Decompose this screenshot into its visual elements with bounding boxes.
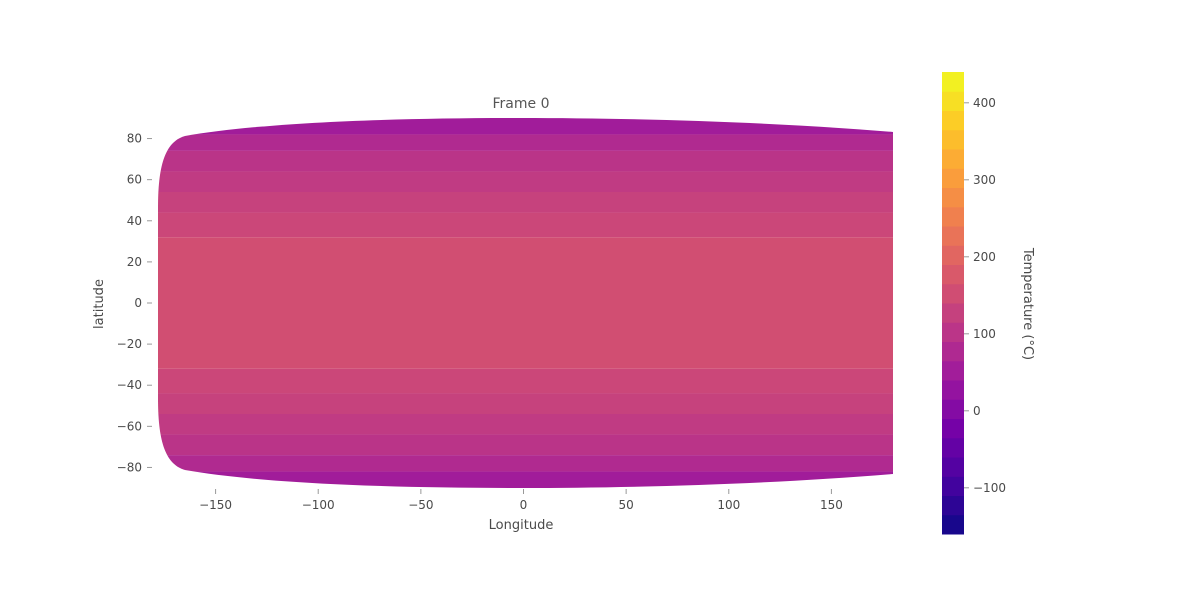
heatmap-band <box>158 434 893 456</box>
colorbar-step <box>942 226 964 246</box>
colorbar-step <box>942 283 964 304</box>
colorbar-tick-label: 400 <box>973 96 996 110</box>
colorbar-step <box>942 110 964 131</box>
x-axis-label: Longitude <box>489 518 554 533</box>
y-tick-label: 60 <box>127 173 142 187</box>
heatmap-band <box>158 118 893 135</box>
x-tick-label: −150 <box>199 498 232 512</box>
y-axis-label: latitude <box>92 279 107 329</box>
colorbar-tick-label: 300 <box>973 173 996 187</box>
colorbar-step <box>942 360 964 381</box>
x-axis: −150 −100 −50 0 50 100 150 <box>199 489 843 512</box>
y-tick-label: 80 <box>127 132 142 146</box>
colorbar-step <box>942 129 964 150</box>
x-tick-label: 0 <box>520 498 528 512</box>
y-tick-label: −40 <box>117 378 142 392</box>
heatmap-band <box>158 192 893 213</box>
heatmap-band <box>158 237 893 369</box>
x-tick-label: −100 <box>302 498 335 512</box>
colorbar-tick-label: −100 <box>973 481 1006 495</box>
colorbar-step <box>942 476 964 496</box>
heatmap-band <box>158 393 893 414</box>
colorbar-step <box>942 206 964 227</box>
heatmap-band <box>158 134 893 151</box>
colorbar-step <box>942 245 964 265</box>
x-tick-label: 150 <box>820 498 843 512</box>
y-tick-label: 0 <box>134 296 142 310</box>
colorbar-step <box>942 264 964 285</box>
colorbar-step <box>942 187 964 208</box>
colorbar-label: Temperature (°C) <box>1020 247 1035 360</box>
colorbar-step <box>942 380 964 400</box>
colorbar-step <box>942 418 964 439</box>
colorbar-step <box>942 437 964 458</box>
heatmap-band <box>158 368 893 394</box>
y-tick-label: 20 <box>127 255 142 269</box>
chart-title: Frame 0 <box>493 96 550 112</box>
heatmap-band <box>158 171 893 192</box>
x-tick-label: −50 <box>408 498 433 512</box>
colorbar-step <box>942 495 964 516</box>
x-tick-label: 50 <box>618 498 633 512</box>
heatmap-band <box>158 212 893 238</box>
y-tick-label: −80 <box>117 460 142 474</box>
colorbar-step <box>942 322 964 342</box>
colorbar-step <box>942 514 964 535</box>
colorbar-tick-label: 0 <box>973 404 981 418</box>
y-axis: 80 60 40 20 0 −20 −40 −60 −80 <box>117 132 152 474</box>
heatmap-band <box>158 414 893 435</box>
plot-area <box>158 118 893 488</box>
heatmap-band <box>158 455 893 472</box>
heatmap-band <box>158 150 893 172</box>
y-tick-label: −60 <box>117 419 142 433</box>
y-tick-label: 40 <box>127 214 142 228</box>
colorbar-step <box>942 457 964 477</box>
y-tick-label: −20 <box>117 337 142 351</box>
colorbar-step <box>942 91 964 111</box>
colorbar-tick-label: 200 <box>973 250 996 264</box>
colorbar-step <box>942 341 964 362</box>
x-tick-label: 100 <box>717 498 740 512</box>
heatmap-band <box>158 471 893 488</box>
colorbar-step <box>942 399 964 419</box>
colorbar: 400 300 200 100 0 −100 <box>942 72 1006 535</box>
colorbar-step <box>942 303 964 323</box>
colorbar-step <box>942 168 964 188</box>
colorbar-tick-label: 100 <box>973 327 996 341</box>
colorbar-step <box>942 72 964 92</box>
colorbar-step <box>942 149 964 169</box>
